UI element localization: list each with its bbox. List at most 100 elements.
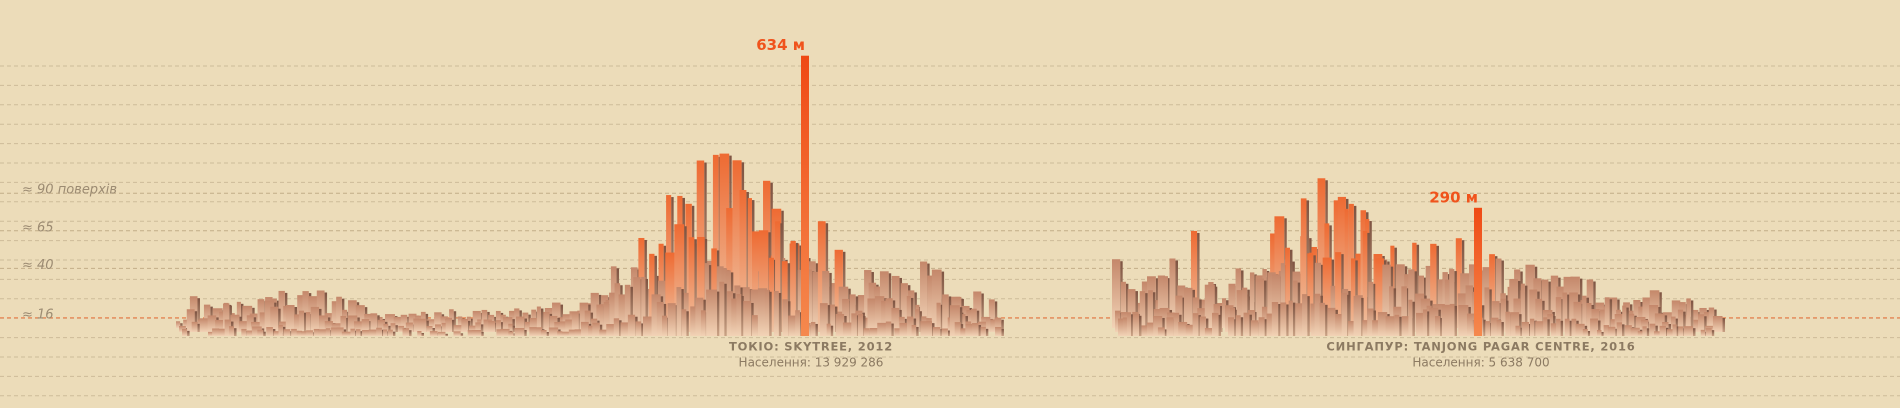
building [1697,314,1705,332]
building [1401,316,1412,336]
building [1550,323,1557,336]
value-label: 290 м [1429,188,1478,206]
building [1564,318,1570,336]
building [259,312,267,332]
building [224,319,231,336]
building [960,328,966,336]
building [273,331,283,336]
building [1672,324,1677,336]
building-side [1399,316,1402,336]
building [1280,302,1287,336]
building [1300,198,1307,332]
building-side [1711,330,1715,336]
building [988,299,995,328]
building [238,321,248,332]
building [662,315,668,336]
building [429,331,438,336]
tower [801,55,809,336]
building [599,304,604,332]
building [971,308,977,332]
building [1575,323,1585,336]
building-side [1406,288,1410,332]
building [278,290,285,328]
building-side [278,308,281,332]
building [1520,283,1525,332]
building [565,319,574,332]
building [812,271,820,332]
building [1562,292,1568,332]
building [1335,252,1342,332]
building [368,329,378,336]
building [557,331,563,336]
building [514,327,525,336]
building-side [481,331,484,336]
building [926,321,932,336]
building-side [916,326,919,336]
building [377,319,385,332]
building [1430,243,1437,328]
building [1490,317,1499,336]
building [1489,254,1495,328]
building-side [724,283,727,336]
building [283,329,291,336]
building [543,311,550,332]
building-side [976,310,980,332]
building [797,269,804,332]
building-side [981,293,984,328]
building [835,313,845,336]
building [1394,314,1400,336]
building [331,301,337,328]
building-side [830,325,834,336]
annotations: ≈ 16 ≈ 40 ≈ 65 ≈ 90 поверхів 634 м ТОКІО: SKY… [22,36,1635,369]
building [427,319,437,328]
building [584,310,591,332]
building-side [1560,320,1564,336]
building-side [891,323,894,336]
building [264,300,275,332]
building-side [460,333,464,336]
building [445,317,452,332]
building [434,312,442,328]
building [1622,305,1627,332]
building-side [546,331,550,336]
building [651,294,661,336]
building-side [1289,249,1293,332]
building [690,306,700,336]
building [1415,293,1425,332]
building [739,189,747,328]
building [665,252,676,332]
building-side [197,298,200,328]
building-side [1131,314,1134,336]
building [219,311,225,328]
building [751,231,761,328]
building-side [421,332,425,336]
y-tick-label: ≈ 16 [22,307,54,322]
building-side [746,191,749,328]
building [1705,328,1712,336]
building [1118,318,1125,336]
building [1573,301,1582,332]
building [1307,253,1314,332]
building [1485,321,1491,336]
y-tick-label: ≈ 65 [22,220,54,235]
building [894,328,902,336]
building [649,253,655,332]
building [1712,316,1723,332]
building [1115,310,1121,332]
building [695,297,704,336]
building [727,291,733,336]
building [1550,275,1559,328]
building [207,315,217,332]
building [554,321,563,332]
building-side [795,242,799,332]
building [1112,259,1121,328]
building [1603,325,1610,336]
building [1302,294,1308,336]
building [1250,320,1259,336]
building [408,313,417,328]
building-side [1704,316,1707,332]
building [842,298,850,332]
building [1295,303,1304,336]
building [1535,298,1543,332]
building-side [432,328,436,332]
